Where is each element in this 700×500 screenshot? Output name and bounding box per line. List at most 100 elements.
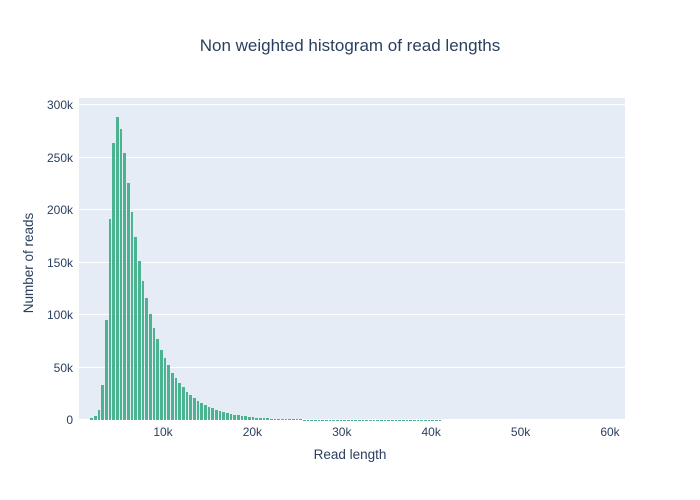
histogram-bar[interactable]: [405, 419, 409, 420]
histogram-bar[interactable]: [90, 418, 94, 420]
histogram-bar[interactable]: [310, 419, 313, 420]
plot-area[interactable]: [79, 98, 625, 420]
histogram-bar[interactable]: [280, 419, 284, 420]
histogram-bar[interactable]: [350, 419, 354, 420]
histogram-bar[interactable]: [423, 419, 427, 420]
histogram-bar[interactable]: [383, 419, 387, 420]
histogram-bar[interactable]: [189, 394, 193, 420]
histogram-bar[interactable]: [159, 349, 163, 420]
histogram-bar[interactable]: [108, 219, 112, 420]
histogram-bar[interactable]: [368, 419, 372, 420]
histogram-bar[interactable]: [339, 419, 343, 420]
histogram-bar[interactable]: [416, 419, 420, 420]
histogram-bar[interactable]: [361, 419, 365, 420]
histogram-bar[interactable]: [401, 419, 405, 420]
histogram-bar[interactable]: [174, 378, 178, 420]
histogram-bar[interactable]: [390, 419, 394, 420]
histogram-bar[interactable]: [376, 419, 379, 420]
histogram-bar[interactable]: [163, 358, 167, 420]
histogram-bar[interactable]: [181, 387, 185, 420]
histogram-bar[interactable]: [247, 416, 251, 420]
histogram-bar[interactable]: [167, 365, 171, 420]
histogram-bar[interactable]: [236, 415, 240, 420]
histogram-bar[interactable]: [398, 419, 401, 420]
histogram-bar[interactable]: [317, 419, 321, 420]
histogram-bar[interactable]: [291, 419, 295, 420]
histogram-bar[interactable]: [112, 142, 116, 420]
histogram-bar[interactable]: [335, 419, 339, 420]
histogram-bar[interactable]: [434, 419, 438, 420]
histogram-bar[interactable]: [145, 298, 149, 420]
histogram-bar[interactable]: [269, 418, 273, 420]
histogram-bar[interactable]: [295, 419, 299, 420]
histogram-bar[interactable]: [277, 418, 281, 420]
histogram-bar[interactable]: [251, 417, 255, 420]
y-tick-label: 300k: [46, 98, 73, 112]
histogram-bar[interactable]: [273, 418, 277, 420]
histogram-bar[interactable]: [101, 385, 105, 420]
histogram-bar[interactable]: [299, 419, 303, 420]
histogram-bar[interactable]: [126, 182, 130, 420]
histogram-bar[interactable]: [255, 417, 259, 420]
histogram-bar[interactable]: [379, 419, 383, 420]
histogram-bar[interactable]: [200, 402, 204, 420]
histogram-bar[interactable]: [137, 261, 141, 420]
histogram-bar[interactable]: [207, 406, 211, 420]
histogram-bar[interactable]: [104, 320, 108, 420]
histogram-bar[interactable]: [343, 419, 346, 420]
histogram-bar[interactable]: [156, 339, 160, 420]
histogram-bar[interactable]: [192, 397, 196, 420]
histogram-bar[interactable]: [365, 419, 368, 420]
histogram-bar[interactable]: [152, 327, 156, 420]
histogram-bar[interactable]: [438, 419, 442, 420]
histogram-bar[interactable]: [346, 419, 350, 420]
histogram-bar[interactable]: [266, 418, 270, 420]
histogram-bar[interactable]: [420, 419, 423, 420]
histogram-bar[interactable]: [196, 400, 200, 420]
histogram-bar[interactable]: [321, 419, 324, 420]
histogram-bar[interactable]: [97, 409, 101, 420]
histogram-bar[interactable]: [302, 419, 306, 420]
histogram-bar[interactable]: [134, 237, 138, 420]
histogram-bar[interactable]: [211, 408, 215, 420]
histogram-bar[interactable]: [233, 414, 237, 420]
histogram-bar[interactable]: [203, 405, 207, 420]
histogram-bar[interactable]: [313, 419, 317, 420]
histogram-bar[interactable]: [218, 411, 222, 420]
histogram-bar[interactable]: [222, 412, 226, 420]
histogram-bar[interactable]: [148, 313, 152, 420]
histogram-bar[interactable]: [240, 415, 244, 420]
histogram-bar[interactable]: [332, 419, 335, 420]
histogram-bar[interactable]: [185, 391, 189, 420]
histogram-bar[interactable]: [262, 418, 266, 420]
histogram-bar[interactable]: [170, 372, 174, 420]
histogram-bar[interactable]: [119, 129, 123, 420]
histogram-bar[interactable]: [357, 419, 361, 420]
histogram-bar[interactable]: [214, 409, 218, 420]
histogram-bar[interactable]: [288, 419, 292, 420]
histogram-bar[interactable]: [412, 419, 416, 420]
histogram-bar[interactable]: [141, 281, 145, 420]
histogram-bar[interactable]: [284, 419, 288, 420]
histogram-bar[interactable]: [328, 419, 332, 420]
histogram-bar[interactable]: [324, 419, 328, 420]
gridline: [79, 104, 625, 105]
histogram-bar[interactable]: [431, 419, 434, 420]
histogram-bar[interactable]: [427, 419, 431, 420]
histogram-bar[interactable]: [394, 419, 398, 420]
histogram-bar[interactable]: [178, 383, 182, 420]
histogram-bar[interactable]: [258, 417, 262, 420]
histogram-bar[interactable]: [409, 419, 412, 420]
histogram-bar[interactable]: [225, 413, 229, 420]
histogram-bar[interactable]: [306, 419, 310, 420]
histogram-bar[interactable]: [229, 413, 233, 420]
histogram-bar[interactable]: [244, 416, 248, 420]
histogram-bar[interactable]: [372, 419, 376, 420]
x-tick-label: 50k: [510, 425, 531, 439]
histogram-bar[interactable]: [354, 419, 357, 420]
histogram-bar[interactable]: [130, 212, 134, 420]
histogram-bar[interactable]: [387, 419, 390, 420]
histogram-bar[interactable]: [93, 415, 97, 420]
histogram-bar[interactable]: [123, 153, 127, 420]
histogram-bar[interactable]: [115, 116, 119, 420]
